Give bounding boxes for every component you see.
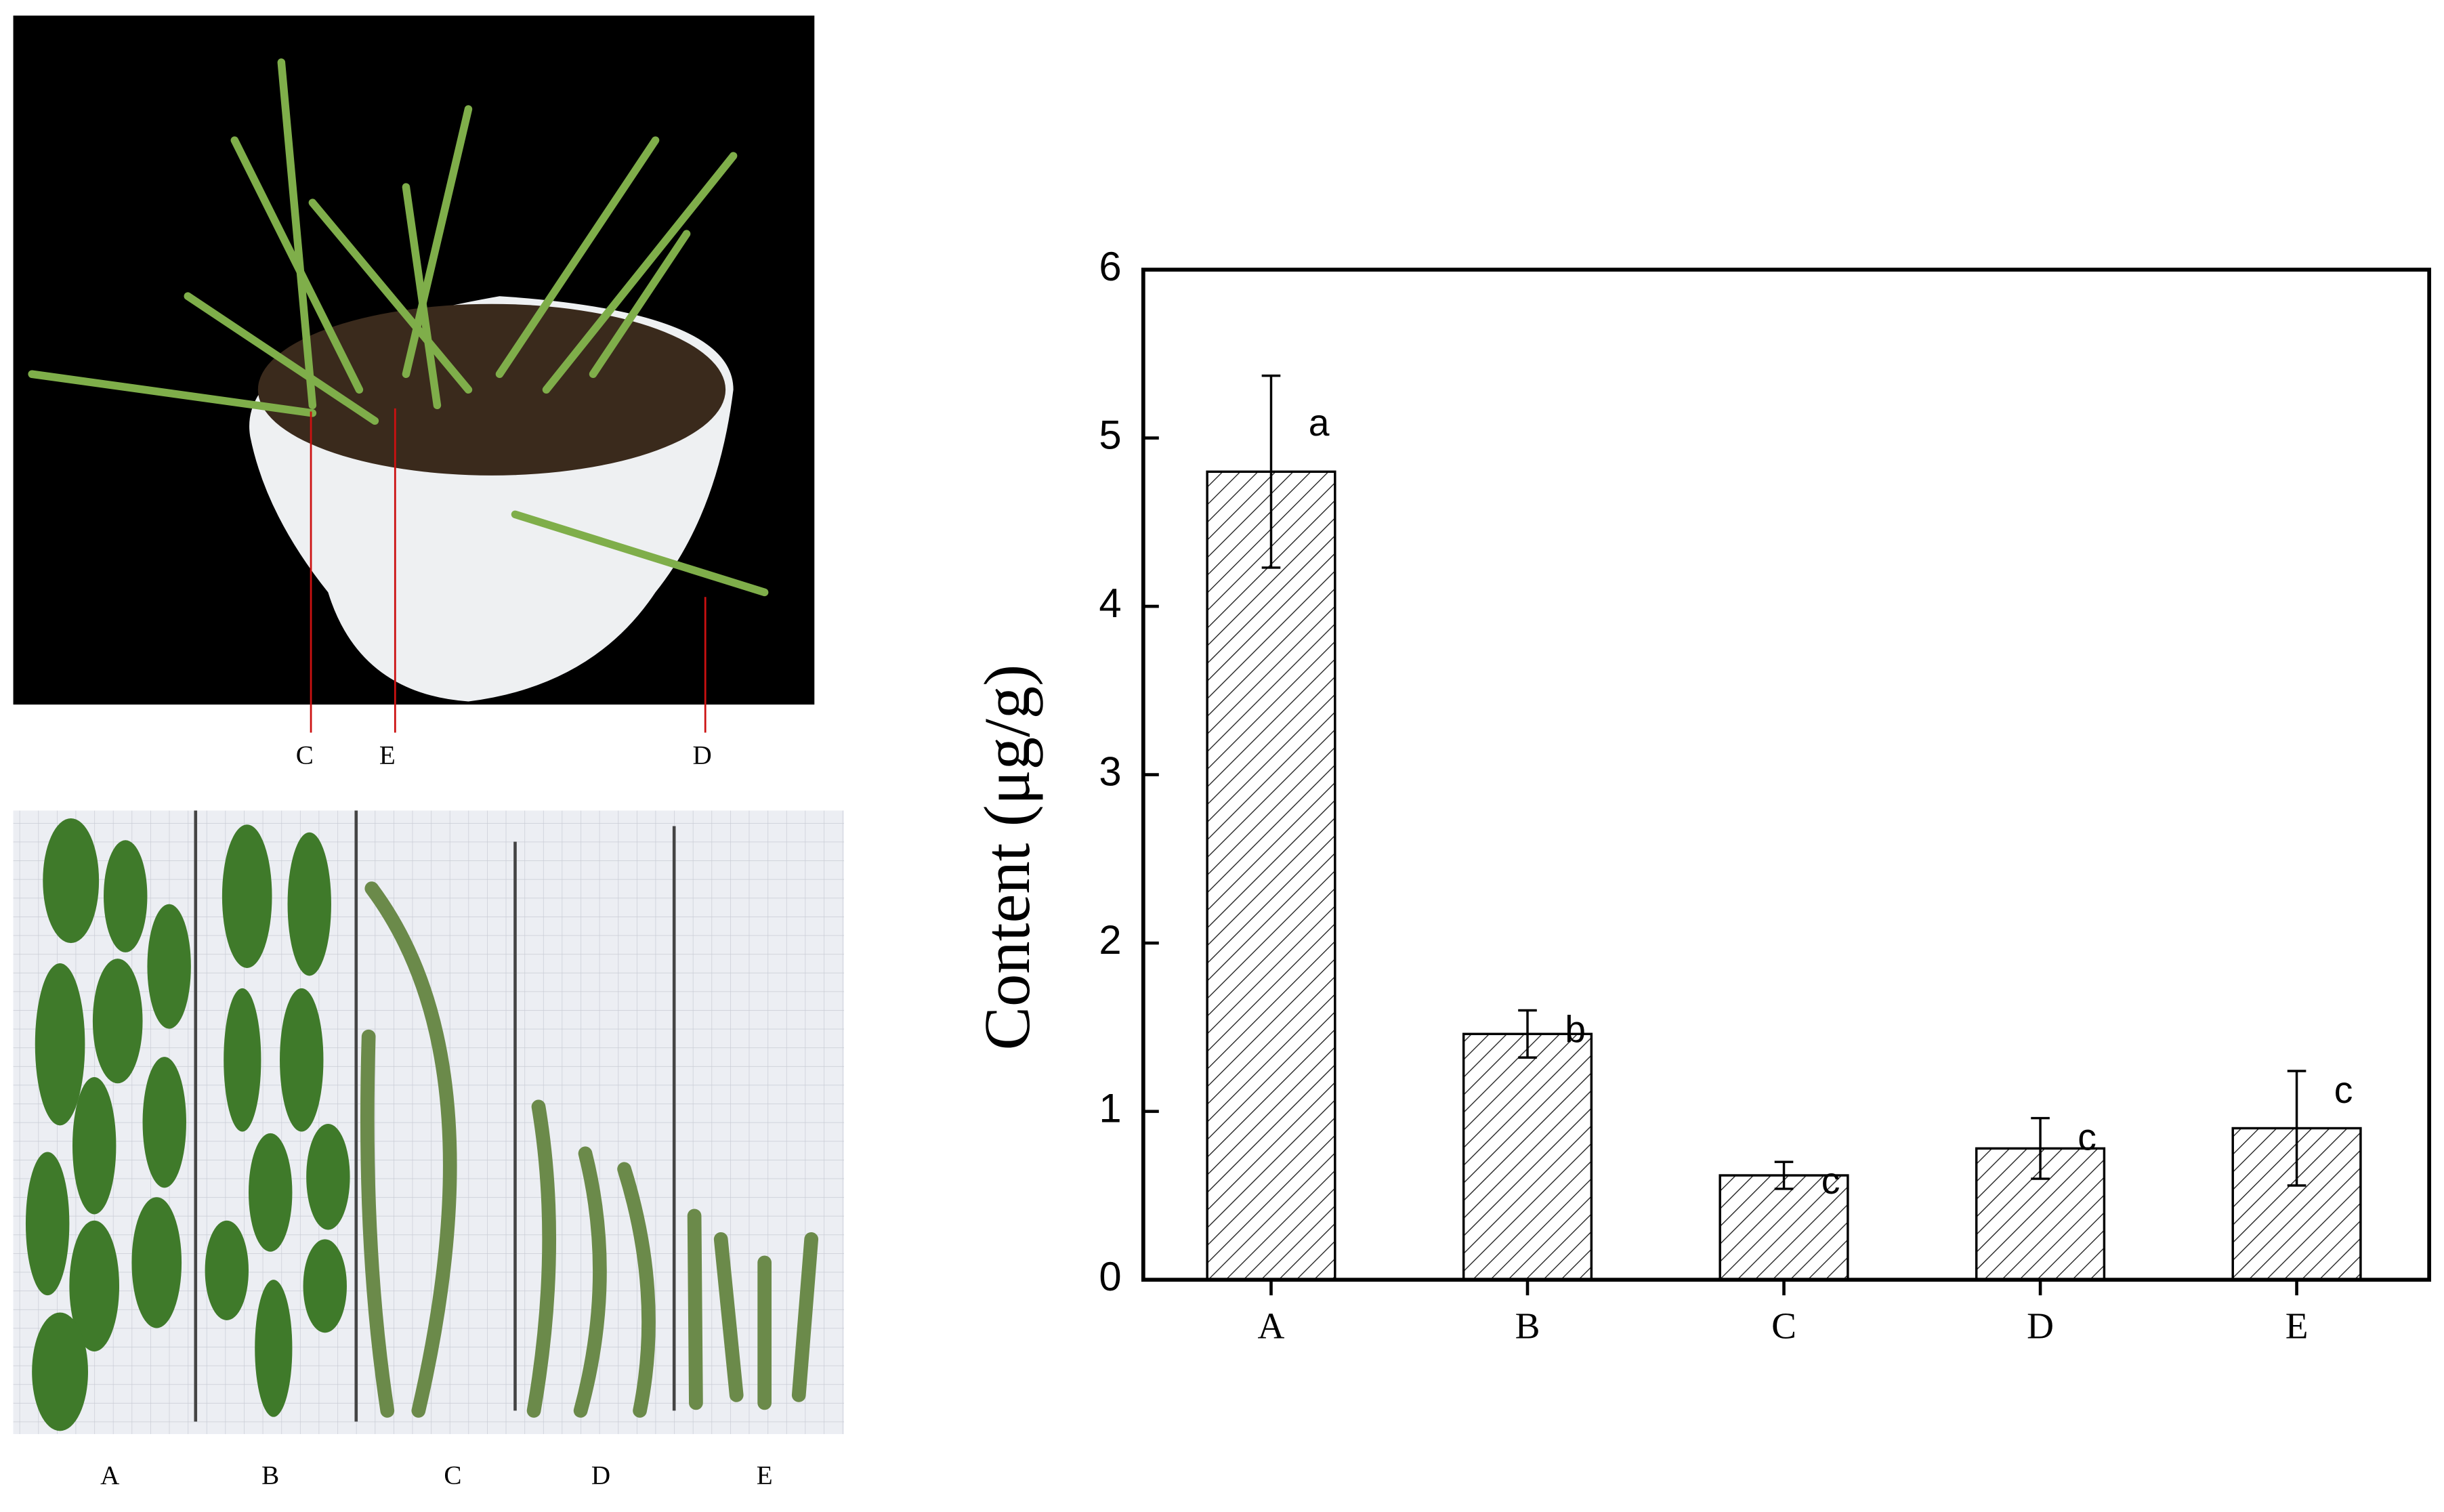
- significance-label: c: [2334, 1069, 2353, 1111]
- plot-frame: [1141, 268, 2432, 1282]
- y-tick-label: 5: [1099, 412, 1121, 457]
- x-tick-label: C: [1771, 1305, 1796, 1346]
- photo-label: C: [444, 1461, 461, 1490]
- significance-label: b: [1565, 1008, 1586, 1050]
- x-tick-label: D: [2027, 1305, 2054, 1346]
- bar-hatch: [1206, 470, 1336, 1281]
- y-tick-label: 4: [1099, 581, 1121, 626]
- photo-label: D: [591, 1461, 610, 1490]
- significance-label: c: [2078, 1116, 2097, 1158]
- photo-label: D: [692, 740, 711, 770]
- y-axis-label: Content (μg/g): [971, 665, 1043, 1051]
- significance-label: c: [1821, 1160, 1840, 1202]
- parts-photo: [13, 810, 844, 1434]
- y-tick-label: 1: [1099, 1085, 1121, 1131]
- bar-hatch: [1719, 1174, 1849, 1281]
- photo-label: E: [379, 740, 396, 770]
- plant-photo: [13, 16, 815, 705]
- bar-hatch: [1462, 1032, 1593, 1281]
- y-tick-label: 0: [1099, 1254, 1121, 1299]
- photo-label: A: [100, 1461, 119, 1490]
- y-tick-label: 2: [1099, 917, 1121, 963]
- y-tick-label: 6: [1099, 244, 1121, 289]
- x-tick-label: B: [1515, 1305, 1540, 1346]
- photo-label: E: [757, 1461, 773, 1490]
- significance-label: a: [1309, 402, 1330, 444]
- photo-label: B: [261, 1461, 279, 1490]
- y-tick-label: 3: [1099, 749, 1121, 794]
- photo-label: C: [296, 740, 314, 770]
- x-tick-label: E: [2285, 1305, 2309, 1346]
- pointer-lines: [310, 408, 707, 733]
- x-tick-label: A: [1258, 1305, 1285, 1346]
